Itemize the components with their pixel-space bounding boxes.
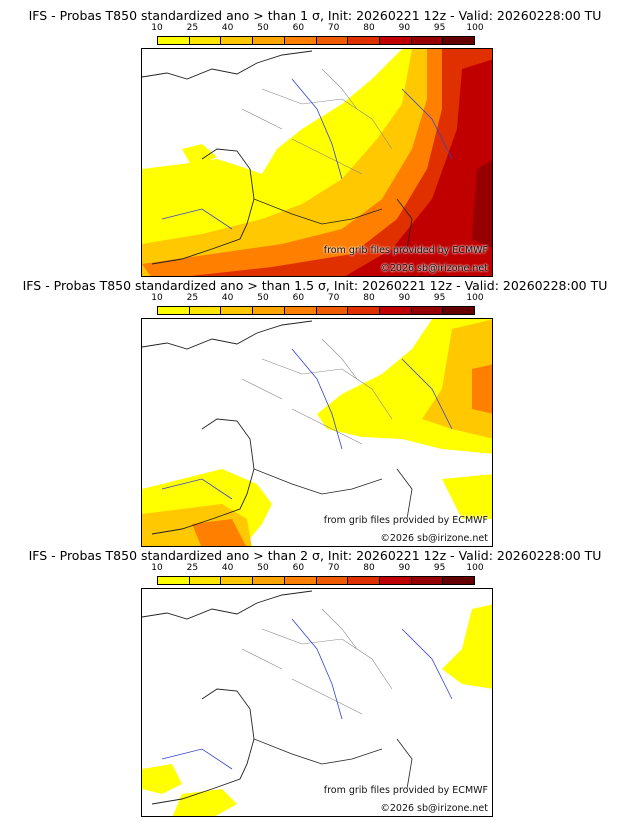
colorbar-tick-label: 80 [363, 563, 375, 573]
colorbar-swatch [158, 37, 190, 44]
source-credit: from grib files provided by ECMWF [323, 245, 488, 256]
colorbar-tick-label: 90 [398, 563, 411, 573]
colorbar-swatch [316, 37, 349, 44]
colorbar-tick-label: 40 [221, 563, 234, 573]
colorbar-tick-label: 60 [292, 563, 305, 573]
colorbar-tick-label: 80 [363, 293, 375, 303]
colorbar-swatch [284, 37, 317, 44]
colorbar-ticks: 10 25 40 50 60 70 80 90 95 100 [151, 563, 483, 575]
source-credit: from grib files provided by ECMWF [323, 785, 488, 796]
colorbar-ticks: 10 25 40 50 60 70 80 90 95 100 [151, 23, 483, 35]
colorbar-tick-label: 10 [151, 23, 163, 33]
colorbar-swatch [316, 307, 349, 314]
colorbar-tick-label: 80 [363, 23, 375, 33]
colorbar-swatch [253, 37, 285, 44]
colorbar-tick-label: 90 [398, 23, 411, 33]
colorbar-tick-label: 50 [257, 293, 269, 303]
source-credit: from grib files provided by ECMWF [323, 515, 488, 526]
colorbar-swatch [253, 577, 285, 584]
colorbar-swatch [443, 307, 475, 314]
colorbar-swatch [158, 577, 190, 584]
colorbar-swatch [284, 577, 317, 584]
colorbar-tick-label: 40 [221, 23, 234, 33]
colorbar-swatch [411, 307, 444, 314]
colorbar-tick-label: 70 [327, 293, 340, 303]
map-panel-2: IFS - Probas T850 standardized ano > tha… [0, 278, 630, 550]
colorbar-swatch [253, 307, 285, 314]
colorbar-tick-label: 60 [292, 23, 305, 33]
map-canvas [142, 319, 492, 546]
colorbar-tick-label: 50 [257, 23, 269, 33]
map-panel-3: IFS - Probas T850 standardized ano > tha… [0, 548, 630, 820]
colorbar-tick-label: 50 [257, 563, 269, 573]
colorbar-tick-label: 100 [466, 23, 484, 33]
map-panel-1: IFS - Probas T850 standardized ano > tha… [0, 8, 630, 280]
colorbar-tick-label: 95 [433, 293, 446, 303]
colorbar-tick-label: 95 [433, 23, 446, 33]
colorbar-swatch [221, 37, 254, 44]
colorbar-swatch [158, 307, 190, 314]
colorbar-swatch [221, 307, 254, 314]
colorbar [157, 36, 475, 45]
colorbar [157, 576, 475, 585]
colorbar-swatch [221, 577, 254, 584]
probability-map: from grib files provided by ECMWF ©2026 … [141, 318, 493, 547]
colorbar-tick-label: 70 [327, 23, 340, 33]
map-canvas [142, 49, 492, 276]
copyright-credit: ©2026 sb@irizone.net [380, 803, 488, 814]
colorbar-swatch [379, 37, 412, 44]
panel-title: IFS - Probas T850 standardized ano > tha… [28, 8, 602, 23]
colorbar-swatch [189, 577, 222, 584]
colorbar-swatch [411, 577, 444, 584]
colorbar-tick-label: 95 [433, 563, 446, 573]
colorbar-swatch [189, 307, 222, 314]
colorbar-tick-label: 100 [466, 293, 484, 303]
colorbar-swatch [348, 577, 380, 584]
colorbar-tick-label: 10 [151, 293, 163, 303]
probability-map: from grib files provided by ECMWF ©2026 … [141, 588, 493, 817]
colorbar-ticks: 10 25 40 50 60 70 80 90 95 100 [151, 293, 483, 305]
colorbar-swatch [284, 307, 317, 314]
colorbar-tick-label: 25 [186, 23, 199, 33]
colorbar-swatch [316, 577, 349, 584]
colorbar [157, 306, 475, 315]
colorbar-tick-label: 10 [151, 563, 163, 573]
colorbar-tick-label: 70 [327, 563, 340, 573]
map-canvas [142, 590, 492, 816]
colorbar-swatch [443, 577, 475, 584]
copyright-credit: ©2026 sb@irizone.net [380, 263, 488, 274]
probability-map: from grib files provided by ECMWF ©2026 … [141, 48, 493, 277]
colorbar-tick-label: 60 [292, 293, 305, 303]
colorbar-swatch [348, 37, 380, 44]
colorbar-swatch [348, 307, 380, 314]
colorbar-swatch [379, 307, 412, 314]
copyright-credit: ©2026 sb@irizone.net [380, 533, 488, 544]
colorbar-tick-label: 100 [466, 563, 484, 573]
colorbar-swatch [443, 37, 475, 44]
panel-title: IFS - Probas T850 standardized ano > tha… [22, 278, 608, 293]
colorbar-swatch [379, 577, 412, 584]
colorbar-tick-label: 25 [186, 293, 199, 303]
colorbar-tick-label: 25 [186, 563, 199, 573]
colorbar-tick-label: 90 [398, 293, 411, 303]
colorbar-tick-label: 40 [221, 293, 234, 303]
colorbar-swatch [189, 37, 222, 44]
colorbar-swatch [411, 37, 444, 44]
panel-title: IFS - Probas T850 standardized ano > tha… [28, 548, 602, 563]
